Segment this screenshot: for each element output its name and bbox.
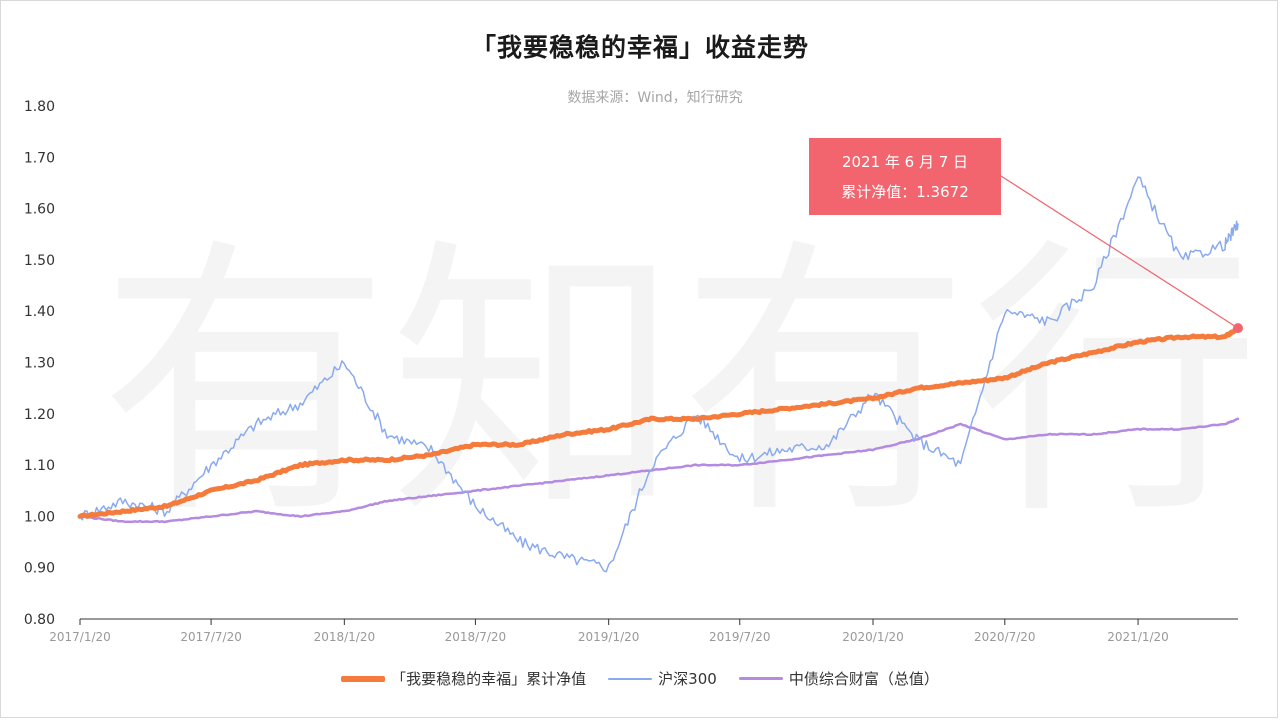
legend-swatch-bond [738, 677, 783, 680]
legend-label-fund: 「我要稳稳的幸福」累计净值 [391, 670, 587, 688]
x-tick-label: 2018/7/20 [445, 630, 507, 644]
x-tick-label: 2021/1/20 [1107, 630, 1169, 644]
annotation [1000, 175, 1243, 334]
y-tick-label: 1.60 [24, 202, 55, 218]
legend-swatch-fund [341, 675, 386, 682]
y-tick-label: 1.20 [24, 407, 55, 423]
y-tick-label: 1.40 [24, 304, 55, 320]
x-tick-label: 2019/1/20 [578, 630, 640, 644]
x-tick-label: 2020/1/20 [842, 630, 904, 644]
chart-subtitle: 数据来源：Wind，知行研究 [567, 90, 743, 106]
series-line-bond [78, 417, 1240, 524]
y-tick-label: 0.90 [24, 561, 55, 577]
series-line-fund [77, 325, 1241, 519]
tooltip-point [1233, 323, 1243, 334]
chart-title: 「我要稳稳的幸福」收益走势 [470, 33, 809, 62]
y-tick-label: 1.80 [24, 99, 55, 115]
series-lines [77, 176, 1241, 573]
y-tick-label: 1.00 [24, 509, 55, 525]
series-line-hs300 [79, 176, 1239, 573]
y-tick-label: 1.50 [24, 253, 55, 269]
legend: 「我要稳稳的幸福」累计净值 沪深300 中债综合财富（总值） [0, 668, 1280, 689]
tooltip-value: 累计净值：1.3672 [841, 183, 969, 201]
legend-label-hs300: 沪深300 [658, 670, 717, 688]
tooltip-leader-line [1000, 175, 1239, 329]
x-tick-label: 2020/7/20 [974, 630, 1036, 644]
y-tick-label: 1.70 [24, 150, 55, 166]
x-tick-label: 2017/7/20 [180, 630, 242, 644]
legend-item-hs300[interactable]: 沪深300 [608, 668, 717, 689]
legend-label-bond: 中债综合财富（总值） [788, 670, 939, 688]
x-tick-label: 2018/1/20 [314, 630, 376, 644]
x-tick-label: 2017/1/20 [49, 630, 111, 644]
legend-item-fund[interactable]: 「我要稳稳的幸福」累计净值 [341, 668, 586, 689]
tooltip-date: 2021 年 6 月 7 日 [841, 153, 969, 171]
legend-item-bond[interactable]: 中债综合财富（总值） [738, 668, 939, 689]
data-tooltip: 2021 年 6 月 7 日 累计净值：1.3672 [809, 138, 1001, 215]
legend-swatch-hs300 [608, 677, 653, 680]
axes: 0.80 0.90 1.00 1.10 1.20 1.30 1.40 1.50 1.60 1.70… [24, 99, 1238, 644]
x-tick-label: 2019/7/20 [709, 630, 771, 644]
y-tick-label: 0.80 [24, 612, 55, 628]
y-tick-label: 1.10 [24, 458, 55, 474]
y-tick-label: 1.30 [24, 356, 55, 372]
